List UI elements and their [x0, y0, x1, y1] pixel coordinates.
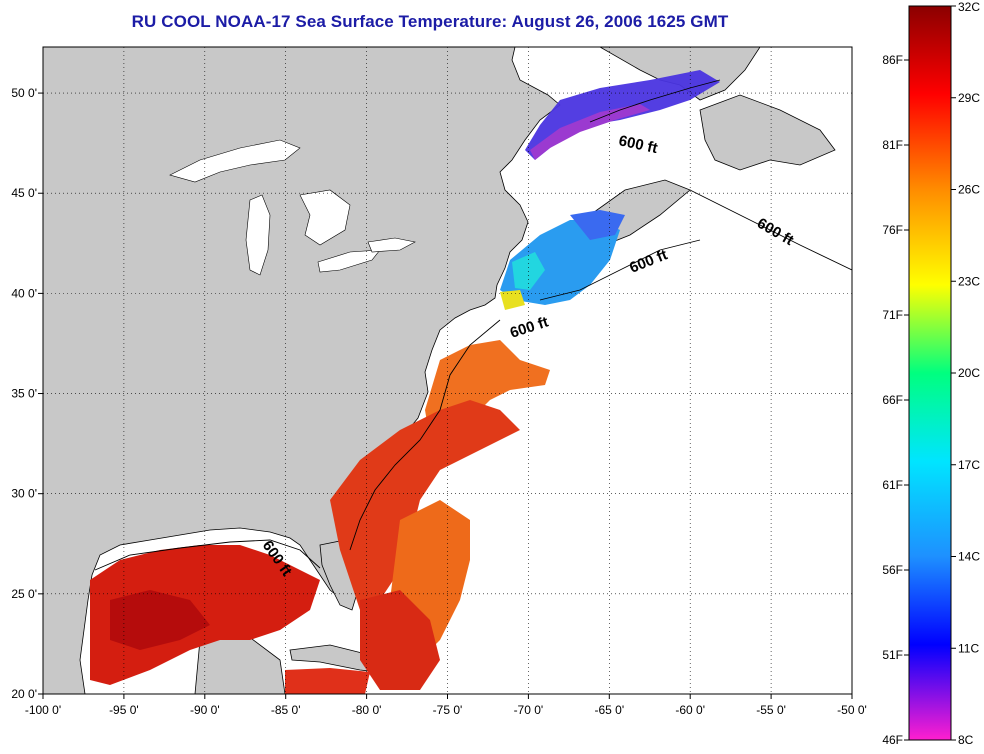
colorbar-gradient	[908, 5, 952, 741]
colorbar-c-label: 29C	[958, 91, 980, 105]
lat-tick-label: 20 0'	[11, 687, 37, 701]
lon-tick-label: -50 0'	[837, 703, 867, 717]
lake-ontario	[367, 237, 416, 253]
latitude-axis: 20 0' 25 0' 30 0' 35 0' 40 0' 45 0' 50 0'	[11, 86, 43, 701]
colorbar-c-label: 17C	[958, 458, 980, 472]
lon-tick-label: -65 0'	[594, 703, 624, 717]
colorbar-f-label: 76F	[882, 223, 903, 237]
land-labrador	[599, 47, 761, 101]
colorbar-f-label: 81F	[882, 138, 903, 152]
lon-tick-label: -90 0'	[190, 703, 220, 717]
colorbar-f-label: 66F	[882, 393, 903, 407]
sst-colorbar: 32C 29C 26C 23C 20C 17C 14C 11C 8C 86F 81F 76F 71F 66…	[882, 0, 980, 747]
colorbar-c-label: 14C	[958, 550, 980, 564]
longitude-axis: -100 0' -95 0' -90 0' -85 0' -80 0' -75 0' -70…	[25, 694, 867, 717]
sst-gulf-warm-core	[110, 590, 210, 650]
colorbar-f-label: 61F	[882, 478, 903, 492]
colorbar-f-label: 71F	[882, 308, 903, 322]
isobath-line-east-coast	[349, 319, 501, 551]
lat-tick-label: 30 0'	[11, 487, 37, 501]
lon-tick-label: -60 0'	[675, 703, 705, 717]
colorbar-ticks: 32C 29C 26C 23C 20C 17C 14C 11C 8C 86F 81F 76F 71F 66…	[882, 0, 980, 747]
lon-tick-label: -55 0'	[756, 703, 786, 717]
colorbar-f-label: 86F	[882, 53, 903, 67]
lon-tick-label: -75 0'	[433, 703, 463, 717]
colorbar-c-label: 20C	[958, 366, 980, 380]
lat-tick-label: 25 0'	[11, 587, 37, 601]
colorbar-f-label: 51F	[882, 648, 903, 662]
lat-tick-label: 45 0'	[11, 186, 37, 200]
lake-michigan	[245, 194, 271, 276]
sst-gulf-stream	[330, 400, 520, 610]
colorbar-c-label: 26C	[958, 183, 980, 197]
colorbar-c-label: 32C	[958, 0, 980, 14]
lon-tick-label: -95 0'	[109, 703, 139, 717]
isobath-line-gulf	[94, 539, 321, 571]
lon-tick-label: -70 0'	[514, 703, 544, 717]
isobath-line-georges-bank	[539, 239, 701, 301]
lake-superior	[169, 139, 301, 183]
colorbar-f-label: 56F	[882, 563, 903, 577]
lat-tick-label: 50 0'	[11, 86, 37, 100]
land-newfoundland	[699, 94, 836, 171]
map-title: RU COOL NOAA-17 Sea Surface Temperature:…	[131, 12, 729, 31]
lake-huron	[299, 189, 351, 246]
lake-erie	[317, 249, 381, 273]
lon-tick-label: -100 0'	[25, 703, 61, 717]
isobath-line-st-lawrence	[589, 79, 721, 123]
lon-tick-label: -85 0'	[271, 703, 301, 717]
sst-bahamas-region	[360, 590, 440, 690]
sst-caribbean	[285, 668, 370, 694]
colorbar-f-label: 46F	[882, 733, 903, 747]
colorbar-c-label: 23C	[958, 274, 980, 288]
sst-scotian-shelf	[570, 210, 625, 240]
sst-cape-cod-warm	[500, 290, 525, 310]
lon-tick-label: -80 0'	[352, 703, 382, 717]
lat-tick-label: 40 0'	[11, 286, 37, 300]
sst-st-lawrence-estuary	[530, 104, 650, 160]
lat-tick-label: 35 0'	[11, 387, 37, 401]
isobath-contours	[94, 79, 852, 571]
colorbar-c-label: 11C	[958, 641, 979, 655]
isobath-line-grand-banks	[689, 189, 852, 271]
colorbar-c-label: 8C	[958, 733, 974, 747]
